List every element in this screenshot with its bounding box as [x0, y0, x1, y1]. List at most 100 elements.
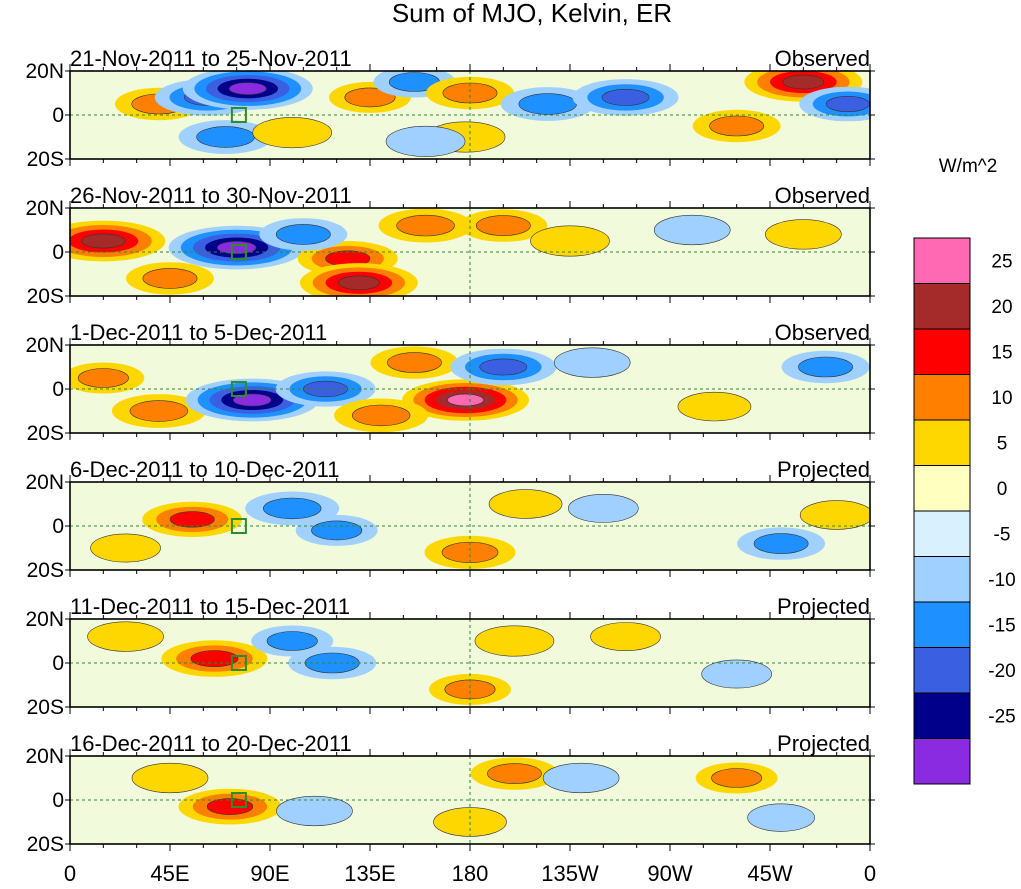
y-tick-label: 20N: [25, 60, 64, 83]
reference-box: [230, 655, 247, 671]
panels-group: 20N 0 20S 21-Nov-2011 to 25-Nov-2011 Observe…: [25, 46, 875, 856]
anomaly-cell: [87, 621, 164, 652]
anomaly-cell: [441, 541, 499, 563]
y-tick-label: 20S: [27, 285, 64, 308]
colorbar-tick-label: 25: [991, 252, 1012, 273]
anomaly-cell: [799, 500, 870, 530]
anomaly-cell: [782, 74, 825, 90]
reference-box: [230, 792, 247, 808]
colorbar-unit-label: W/m^2: [939, 156, 998, 177]
colorbar-tick-label: 20: [991, 297, 1012, 318]
panel-period: 6-Dec-2011 to 10-Dec-2011: [70, 457, 339, 482]
x-tick-label: 90W: [647, 861, 692, 886]
colorbar-swatch: [913, 374, 971, 421]
anomaly-cell: [169, 511, 215, 528]
anomaly-cell: [677, 391, 752, 422]
reference-box: [230, 107, 247, 123]
anomaly-cell: [798, 356, 853, 378]
anomaly-cell: [206, 798, 254, 815]
anomaly-cell: [479, 358, 528, 376]
y-tick-label: 20S: [27, 559, 64, 582]
anomaly-cell: [129, 400, 189, 422]
y-tick-label: 20S: [27, 148, 64, 171]
anomaly-cell: [338, 275, 380, 290]
x-tick-label: 135E: [344, 861, 395, 886]
anomaly-cell: [711, 768, 763, 788]
anomaly-cell: [765, 219, 842, 250]
x-tick-label: 180: [452, 861, 489, 886]
anomaly-cell: [653, 214, 731, 246]
panel-2: 20N 0 20S 26-Nov-2011 to 30-Nov-2011 Observe…: [25, 183, 875, 308]
panel-status: Projected: [777, 731, 870, 756]
anomaly-cell: [77, 368, 129, 388]
anomaly-cell: [553, 347, 631, 378]
panel-4: 20N 0 20S 6-Dec-2011 to 10-Dec-2011 Projecte…: [25, 457, 875, 582]
anomaly-cell: [825, 96, 870, 113]
y-tick-label: 20N: [25, 334, 64, 357]
anomaly-cell: [142, 268, 198, 289]
colorbar-tick-label: 5: [997, 434, 1008, 455]
anomaly-cell: [475, 215, 531, 236]
x-tick-label: 45E: [150, 861, 189, 886]
colorbar-tick-label: -25: [988, 707, 1015, 728]
panel-5: 20N 0 20S 11-Dec-2011 to 15-Dec-2011 Project…: [25, 594, 875, 719]
y-tick-label: 0: [52, 378, 64, 401]
y-tick-label: 0: [52, 241, 64, 264]
anomaly-cell: [344, 87, 396, 108]
colorbar-swatch: [913, 647, 971, 694]
anomaly-cell: [701, 659, 772, 689]
y-tick-label: 0: [52, 104, 64, 127]
anomaly-cell: [304, 652, 360, 674]
anomaly-cell: [228, 82, 267, 95]
colorbar-swatch: [913, 556, 971, 603]
anomaly-cell: [385, 125, 466, 157]
y-tick-label: 0: [52, 652, 64, 675]
colorbar-swatch: [913, 601, 971, 648]
colorbar-tick-label: -15: [988, 616, 1015, 637]
anomaly-cell: [601, 89, 650, 106]
anomaly-cell: [276, 795, 353, 827]
y-tick-label: 20S: [27, 422, 64, 445]
reference-box: [230, 244, 247, 260]
colorbar-swatch: [913, 328, 971, 375]
panel-status: Projected: [777, 457, 870, 482]
y-tick-label: 0: [52, 789, 64, 812]
anomaly-cell: [542, 762, 620, 794]
y-tick-label: 20S: [27, 833, 64, 856]
x-tick-label: 0: [864, 861, 876, 886]
anomaly-cell: [518, 93, 577, 115]
panel-1: 20N 0 20S 21-Nov-2011 to 25-Nov-2011 Observe…: [25, 46, 875, 171]
y-tick-label: 20S: [27, 696, 64, 719]
colorbar-swatch: [913, 692, 971, 739]
panel-period: 16-Dec-2011 to 20-Dec-2011: [70, 731, 352, 756]
anomaly-cell: [311, 520, 363, 541]
anomaly-cell: [396, 214, 455, 237]
anomaly-cell: [568, 493, 639, 523]
x-axis: 0 45E 90E 135E 180 135W 90W 45W 0: [64, 861, 876, 886]
panel-period: 26-Nov-2011 to 30-Nov-2011: [70, 183, 352, 208]
anomaly-cell: [447, 393, 484, 407]
anomaly-cell: [81, 233, 126, 249]
colorbar-swatch: [913, 510, 971, 557]
y-tick-label: 20N: [25, 745, 64, 768]
colorbar-swatch: [913, 465, 971, 512]
anomaly-cell: [131, 762, 209, 794]
anomaly-cell: [488, 489, 563, 519]
anomaly-cell: [263, 497, 322, 520]
panel-status: Observed: [775, 320, 870, 345]
x-tick-label: 45W: [747, 861, 792, 886]
anomaly-cell: [753, 533, 809, 554]
x-tick-label: 135W: [541, 861, 599, 886]
colorbar-tick-label: -10: [988, 570, 1015, 591]
x-tick-label: 0: [64, 861, 76, 886]
chart-title: Sum of MJO, Kelvin, ER: [392, 0, 672, 28]
anomaly-field: [70, 208, 870, 296]
colorbar-tick-label: -20: [988, 661, 1015, 682]
anomaly-cell: [487, 763, 542, 784]
colorbar-tick-label: -5: [994, 525, 1011, 546]
panel-status: Projected: [777, 594, 870, 619]
colorbar-tick-label: 0: [997, 479, 1008, 500]
anomaly-cell: [747, 803, 815, 832]
panel-3: 20N 0 20S 1-Dec-2011 to 5-Dec-2011 Observed: [25, 320, 875, 445]
